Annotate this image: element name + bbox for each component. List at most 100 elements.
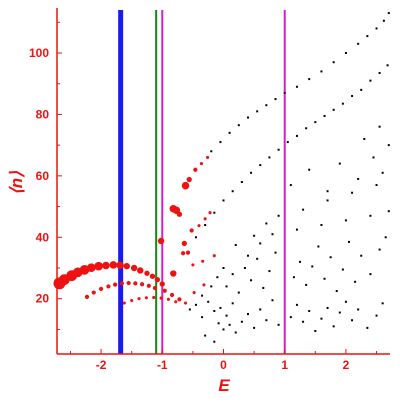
- black-point-108: [265, 104, 268, 107]
- black-point-97: [351, 95, 354, 97]
- red-point-33: [137, 297, 141, 301]
- red-point-37: [166, 297, 170, 301]
- black-point-23: [302, 320, 305, 323]
- red-point-40: [170, 270, 177, 277]
- red-point-4: [79, 264, 90, 275]
- black-point-58: [378, 248, 381, 251]
- red-point-59: [192, 291, 196, 295]
- red-point-24: [133, 281, 138, 286]
- red-point-55: [203, 217, 207, 221]
- black-point-45: [292, 276, 295, 279]
- red-point-35: [152, 295, 156, 300]
- black-point-32: [357, 308, 360, 311]
- red-point-47: [185, 250, 191, 255]
- black-point-31: [351, 319, 354, 322]
- red-point-9: [116, 261, 124, 269]
- black-point-38: [237, 291, 240, 294]
- black-point-17: [259, 308, 262, 311]
- red-point-46: [181, 181, 190, 190]
- black-point-71: [387, 210, 390, 213]
- y-tick-label-3: 80: [36, 107, 50, 121]
- black-point-88: [268, 156, 271, 159]
- black-point-39: [243, 267, 246, 269]
- black-point-3: [207, 300, 210, 303]
- red-point-15: [154, 277, 161, 283]
- black-point-43: [268, 270, 271, 273]
- black-point-112: [308, 78, 311, 81]
- black-point-15: [246, 313, 249, 316]
- black-point-110: [283, 91, 286, 94]
- red-point-31: [122, 301, 126, 305]
- black-point-65: [259, 242, 262, 245]
- black-point-29: [338, 311, 341, 314]
- black-point-129: [363, 138, 366, 140]
- black-point-99: [369, 79, 372, 82]
- black-point-77: [326, 199, 329, 202]
- black-point-55: [354, 280, 357, 283]
- black-point-96: [341, 102, 344, 105]
- red-points: [53, 155, 216, 305]
- black-point-82: [213, 211, 216, 214]
- red-point-36: [159, 296, 163, 300]
- black-point-98: [360, 88, 363, 91]
- x-tick-label-1: -1: [157, 358, 168, 372]
- black-point-63: [222, 267, 225, 269]
- red-point-39: [157, 237, 165, 245]
- black-point-91: [295, 134, 298, 137]
- black-point-26: [320, 317, 323, 320]
- black-point-14: [240, 320, 243, 323]
- black-point-25: [314, 329, 317, 332]
- red-point-17: [84, 294, 90, 299]
- black-point-111: [295, 85, 298, 88]
- black-point-67: [295, 228, 298, 231]
- black-point-69: [344, 219, 347, 222]
- black-point-119: [382, 19, 385, 22]
- red-point-48: [186, 176, 192, 183]
- red-point-12: [137, 267, 144, 274]
- black-point-121: [289, 184, 292, 187]
- black-point-19: [271, 299, 274, 302]
- red-point-6: [94, 261, 103, 271]
- black-point-95: [332, 108, 335, 111]
- black-point-130: [378, 125, 381, 128]
- y-tick-label-4: 100: [29, 46, 49, 60]
- black-point-0: [188, 308, 191, 311]
- black-point-87: [259, 164, 262, 167]
- red-point-28: [162, 288, 167, 293]
- red-point-7: [102, 261, 110, 270]
- black-point-113: [320, 70, 323, 73]
- black-point-93: [314, 121, 317, 124]
- black-point-100: [378, 71, 381, 74]
- x-tick-label-0: -2: [96, 358, 107, 372]
- red-point-34: [144, 296, 148, 300]
- ticks: -2 -1 0 1 2 20 40 60 80 100: [29, 21, 378, 372]
- black-point-48: [311, 265, 314, 268]
- black-point-1: [194, 303, 197, 306]
- black-point-10: [228, 323, 231, 326]
- black-point-22: [295, 303, 298, 306]
- red-point-18: [91, 290, 96, 295]
- red-point-20: [106, 284, 111, 289]
- black-point-5: [219, 306, 222, 309]
- black-point-54: [347, 240, 350, 243]
- black-point-115: [344, 52, 347, 54]
- black-point-36: [225, 285, 228, 288]
- black-point-12: [204, 334, 207, 337]
- red-point-27: [152, 285, 158, 291]
- black-point-41: [256, 257, 259, 260]
- red-point-43: [176, 211, 183, 217]
- vertical-lines: [118, 10, 286, 354]
- black-point-66: [271, 233, 274, 236]
- red-point-19: [98, 286, 104, 291]
- black-point-120: [387, 12, 390, 15]
- black-point-128: [387, 144, 390, 147]
- black-point-122: [308, 168, 311, 171]
- black-point-103: [219, 141, 222, 144]
- black-point-80: [194, 236, 197, 239]
- black-point-28: [332, 325, 335, 328]
- black-point-59: [384, 236, 387, 239]
- black-point-8: [217, 322, 220, 325]
- black-point-60: [201, 294, 204, 297]
- red-point-51: [193, 167, 198, 172]
